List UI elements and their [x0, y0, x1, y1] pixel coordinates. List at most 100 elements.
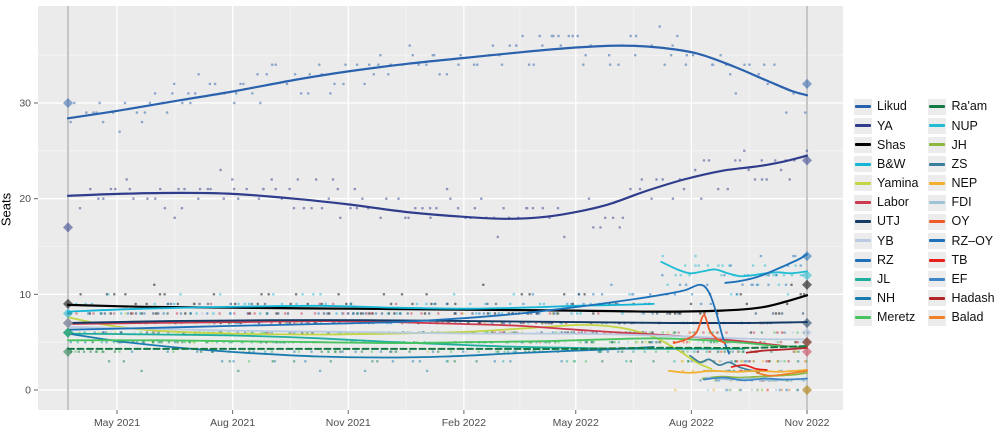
poll-point [139, 312, 142, 315]
poll-point [658, 341, 661, 344]
poll-point [293, 73, 297, 76]
poll-point [644, 341, 647, 344]
poll-point [669, 54, 673, 57]
legend-swatch-icon [929, 239, 946, 243]
poll-point [649, 293, 652, 296]
poll-point [349, 207, 352, 210]
trend-line-RZ–OY [724, 253, 808, 284]
legend-item-RZ: RZ [854, 251, 918, 270]
poll-point [356, 312, 360, 315]
poll-point [274, 63, 277, 66]
poll-point [777, 283, 780, 286]
poll-point [598, 350, 602, 353]
poll-point [245, 187, 248, 191]
poll-point [361, 197, 364, 200]
legend-key [854, 136, 872, 153]
x-tick-label: Aug 2022 [669, 417, 714, 429]
poll-point [257, 197, 261, 200]
legend-key [854, 271, 872, 288]
poll-point [576, 312, 579, 315]
legend-swatch-icon [855, 124, 871, 128]
poll-point [729, 388, 732, 392]
poll-point [459, 54, 462, 57]
poll-point [706, 264, 710, 267]
poll-point [85, 111, 88, 114]
poll-point [525, 207, 529, 210]
poll-point [194, 92, 197, 95]
legend-key [928, 175, 947, 192]
poll-point [123, 101, 127, 105]
poll-point [607, 54, 611, 57]
poll-point [528, 293, 531, 296]
poll-point [457, 63, 460, 66]
poll-point [500, 312, 504, 315]
poll-point [495, 350, 498, 353]
poll-point [604, 216, 607, 219]
trend-line-ZS [689, 354, 761, 373]
poll-point [780, 331, 784, 334]
legend-item-Ra'am: Ra'am [928, 97, 994, 116]
legend-key [854, 252, 872, 269]
poll-point [394, 350, 397, 353]
poll-point [608, 341, 612, 344]
poll-point [515, 44, 518, 47]
poll-point [84, 341, 87, 344]
poll-point [231, 178, 234, 181]
poll-point [154, 197, 157, 200]
poll-point [376, 360, 379, 363]
poll-point [408, 350, 411, 353]
poll-point [661, 178, 664, 181]
poll-point [778, 388, 781, 392]
poll-point [297, 350, 300, 353]
poll-point [198, 187, 202, 191]
poll-point [648, 331, 652, 334]
legend-key [854, 156, 872, 173]
poll-point [676, 34, 679, 38]
poll-point [213, 82, 217, 86]
poll-point [307, 92, 310, 95]
poll-point [484, 302, 487, 306]
poll-point [289, 302, 292, 306]
poll-point [438, 73, 441, 76]
poll-point [322, 312, 326, 315]
poll-point [193, 341, 196, 344]
poll-point [719, 360, 723, 363]
poll-point [139, 331, 142, 334]
poll-point [160, 341, 163, 344]
poll-point [555, 312, 558, 315]
poll-point [564, 341, 567, 344]
poll-point [437, 350, 440, 353]
poll-point [556, 207, 560, 210]
poll-point [725, 388, 729, 392]
poll-point [651, 341, 654, 344]
poll-point [792, 254, 795, 258]
poll-point [233, 312, 236, 315]
poll-point [411, 360, 415, 363]
poll-point [522, 302, 525, 306]
poll-point [114, 187, 117, 191]
poll-point [98, 101, 101, 105]
result-diamond-Ra'am [63, 346, 73, 357]
poll-point [449, 197, 452, 200]
poll-point [285, 321, 289, 325]
poll-point [717, 264, 720, 267]
poll-point [97, 197, 100, 200]
poll-point [794, 254, 797, 258]
poll-point [538, 302, 542, 306]
poll-point [157, 312, 160, 315]
poll-point [300, 312, 303, 315]
poll-point [391, 360, 395, 363]
poll-point [601, 360, 604, 363]
poll-point [446, 360, 450, 363]
poll-point [152, 341, 155, 344]
poll-point [102, 197, 105, 200]
poll-point [153, 283, 156, 286]
poll-point [166, 350, 169, 353]
poll-point [208, 82, 211, 86]
legend-label: Hadash [951, 291, 995, 306]
poll-point [799, 264, 802, 267]
poll-point [797, 360, 800, 363]
poll-point [801, 312, 805, 315]
poll-point [560, 360, 563, 363]
